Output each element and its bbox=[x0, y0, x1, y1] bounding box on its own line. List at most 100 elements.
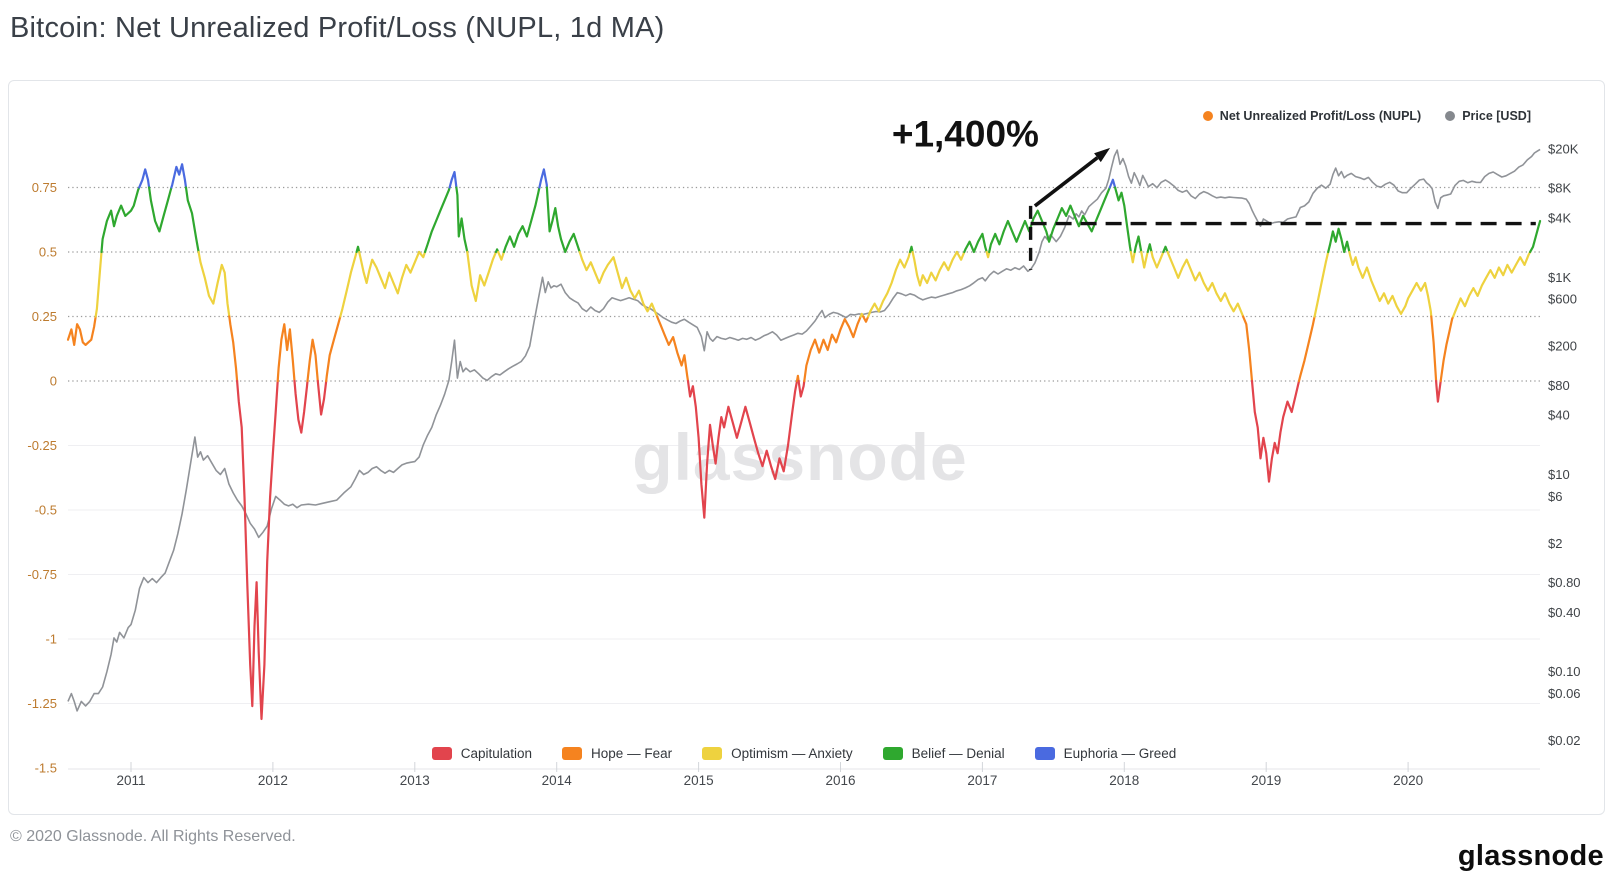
right-axis-tick: $10 bbox=[1548, 467, 1570, 482]
band-legend-label: Euphoria — Greed bbox=[1063, 746, 1177, 761]
nupl-line-segment bbox=[418, 250, 427, 259]
nupl-line-segment bbox=[1430, 315, 1438, 383]
left-axis-tick: 0 bbox=[50, 374, 57, 389]
band-swatch-icon bbox=[1034, 747, 1055, 760]
nupl-line-segment bbox=[100, 186, 141, 254]
nupl-line-segment bbox=[1439, 315, 1455, 383]
nupl-line-segment bbox=[908, 245, 914, 254]
nupl-line-segment bbox=[339, 250, 358, 318]
band-legend-label: Hope — Fear bbox=[591, 746, 673, 761]
gridlines bbox=[68, 186, 1540, 772]
left-axis-tick: -1.25 bbox=[27, 696, 57, 711]
nupl-line-segment bbox=[358, 250, 421, 295]
nupl-line-segment bbox=[306, 338, 319, 383]
nupl-line-segment bbox=[1348, 250, 1433, 318]
nupl-line-segment bbox=[94, 250, 103, 318]
right-axis-tick: $0.06 bbox=[1548, 686, 1581, 701]
nupl-line-segment bbox=[66, 315, 97, 346]
x-axis-tick-label: 2015 bbox=[684, 773, 714, 788]
nupl-line-segment bbox=[797, 379, 806, 398]
nupl-line-segment bbox=[1114, 186, 1132, 254]
band-swatch-icon bbox=[882, 747, 903, 760]
nupl-line-segment bbox=[316, 379, 328, 416]
right-axis-tick: $40 bbox=[1548, 408, 1570, 423]
legend-dot-icon bbox=[1202, 111, 1213, 121]
right-axis-tick: $80 bbox=[1548, 378, 1570, 393]
band-legend-item[interactable]: Hope — Fear bbox=[562, 746, 672, 761]
annotation-group: +1,400% bbox=[892, 114, 1536, 270]
nupl-line-segment bbox=[1529, 219, 1542, 254]
nupl-line-segment bbox=[862, 315, 870, 323]
nupl-line-segment bbox=[355, 245, 361, 254]
nupl-line-segment bbox=[686, 379, 799, 519]
nupl-line-segment bbox=[1313, 250, 1330, 318]
top-legend-item-price[interactable]: Price [USD] bbox=[1445, 109, 1531, 123]
right-axis-tick: $4K bbox=[1548, 210, 1571, 225]
page-title: Bitcoin: Net Unrealized Profit/Loss (NUP… bbox=[10, 12, 665, 44]
nupl-line-segment bbox=[1108, 178, 1117, 189]
annotation-arrowhead bbox=[1094, 147, 1111, 163]
nupl-line-segment bbox=[803, 315, 862, 383]
x-axis-tick-label: 2012 bbox=[258, 773, 288, 788]
nupl-line-segment bbox=[293, 379, 309, 434]
nupl-line-segment bbox=[276, 323, 296, 383]
bottom-legend: Capitulation Hope — Fear Optimism — Anxiet… bbox=[68, 746, 1540, 761]
right-axis-tick: $0.02 bbox=[1548, 733, 1581, 748]
nupl-line-segment bbox=[1162, 245, 1169, 254]
band-legend-item[interactable]: Euphoria — Greed bbox=[1034, 746, 1177, 761]
nupl-line-segment bbox=[656, 315, 690, 383]
nupl-line-segment bbox=[867, 250, 912, 318]
nupl-line-segment bbox=[1133, 235, 1143, 254]
right-axis-tick: $600 bbox=[1548, 292, 1577, 307]
nupl-line-segment bbox=[1129, 250, 1136, 264]
annotation-label: +1,400% bbox=[892, 114, 1039, 155]
nupl-line-segment bbox=[985, 250, 991, 259]
nupl-line-segment bbox=[184, 186, 200, 254]
band-legend-item[interactable]: Capitulation bbox=[431, 746, 532, 761]
right-axis-tick: $0.40 bbox=[1548, 605, 1581, 620]
band-swatch-icon bbox=[562, 747, 583, 760]
x-axis-tick-label: 2018 bbox=[1109, 773, 1139, 788]
nupl-line-segment bbox=[423, 186, 451, 254]
nupl-line-segment bbox=[1242, 315, 1254, 383]
top-legend-label: Price [USD] bbox=[1462, 109, 1531, 123]
nupl-line-segment bbox=[170, 163, 188, 189]
nupl-line-segment bbox=[502, 186, 541, 254]
right-axis-tick: $200 bbox=[1548, 339, 1577, 354]
nupl-line-segment bbox=[448, 170, 458, 189]
nupl-line-segment bbox=[1452, 250, 1532, 318]
footer-copyright: © 2020 Glassnode. All Rights Reserved. bbox=[10, 828, 296, 845]
top-legend-label: Net Unrealized Profit/Loss (NUPL) bbox=[1219, 109, 1422, 123]
legend-dot-icon bbox=[1445, 111, 1456, 121]
nupl-line-segment bbox=[911, 250, 958, 287]
nupl-line-segment bbox=[197, 250, 231, 318]
left-axis-tick: -0.25 bbox=[27, 438, 57, 453]
nupl-line-segment bbox=[1297, 315, 1316, 383]
nupl-line-segment bbox=[1435, 379, 1442, 403]
nupl-line-segment bbox=[1250, 379, 1301, 483]
band-swatch-icon bbox=[431, 747, 452, 760]
left-axis-tick: -0.75 bbox=[27, 567, 57, 582]
nupl-line-segment bbox=[1327, 227, 1351, 254]
nupl-line-segment bbox=[955, 250, 966, 261]
nupl-line-segment bbox=[1140, 250, 1149, 269]
right-axis-tick: $0.10 bbox=[1548, 664, 1581, 679]
band-legend-item[interactable]: Belief — Denial bbox=[882, 746, 1005, 761]
left-axis-tick: 0.75 bbox=[32, 180, 57, 195]
nupl-line-segment bbox=[236, 379, 279, 721]
top-legend: Net Unrealized Profit/Loss (NUPL) Price [… bbox=[1202, 109, 1531, 123]
nupl-line-segment bbox=[1146, 243, 1153, 254]
band-swatch-icon bbox=[702, 747, 723, 760]
left-axis-tick: 0.5 bbox=[39, 245, 57, 260]
series-lines bbox=[66, 148, 1542, 721]
nupl-line-segment bbox=[545, 186, 581, 254]
nupl-line-segment bbox=[988, 186, 1111, 254]
band-legend-item[interactable]: Optimism — Anxiety bbox=[702, 746, 853, 761]
top-legend-item-nupl[interactable]: Net Unrealized Profit/Loss (NUPL) bbox=[1202, 109, 1422, 123]
x-axis-tick-label: 2016 bbox=[825, 773, 855, 788]
x-axis-tick-label: 2011 bbox=[116, 773, 145, 788]
nupl-line-segment bbox=[1166, 250, 1245, 318]
nupl-line-segment bbox=[228, 315, 239, 383]
annotation-arrow-shaft bbox=[1033, 156, 1099, 208]
